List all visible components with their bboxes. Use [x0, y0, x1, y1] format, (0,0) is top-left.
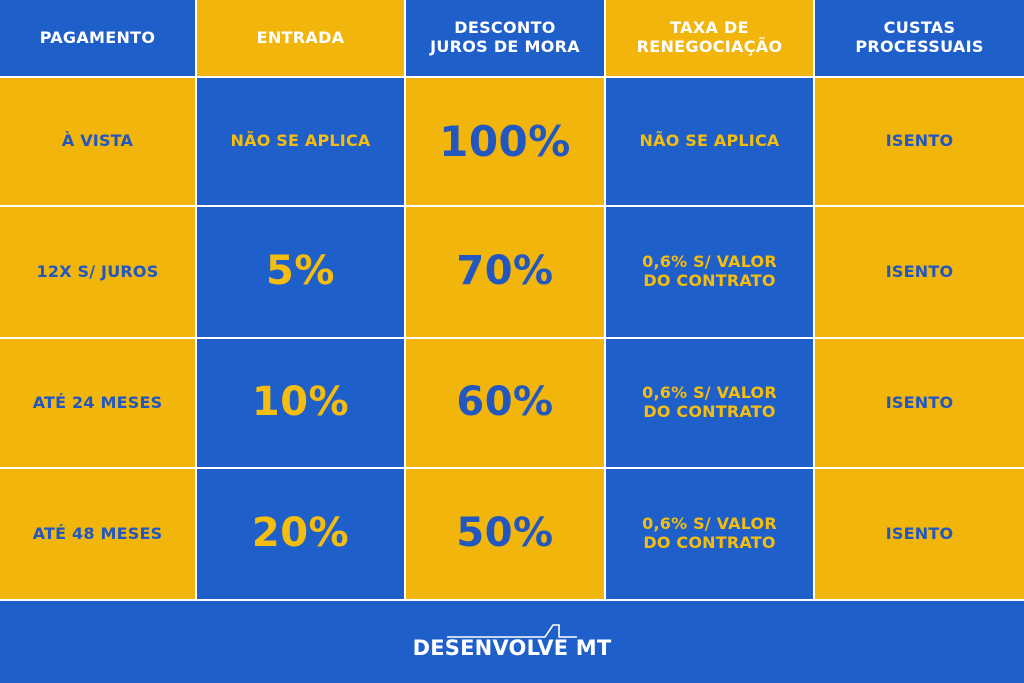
row-1-custas-label: ISENTO: [885, 131, 954, 151]
row-3-taxa-label: 0,6% S/ VALOR DO CONTRATO: [642, 383, 777, 421]
row-1-pagamento: À VISTA: [0, 78, 195, 205]
row-3-desconto: 60%: [404, 339, 604, 467]
row-2-taxa-label: 0,6% S/ VALOR DO CONTRATO: [642, 252, 777, 290]
row-4-pagamento-label: ATÉ 48 MESES: [32, 523, 163, 543]
row-4-custas: ISENTO: [813, 469, 1024, 599]
header-desconto: DESCONTO JUROS DE MORA: [404, 0, 604, 76]
row-1-taxa-label: NÃO SE APLICA: [639, 131, 780, 151]
header-taxa: TAXA DE RENEGOCIAÇÃO: [604, 0, 813, 76]
mountain-line-logo-icon: [447, 624, 577, 638]
header-entrada-label: ENTRADA: [256, 27, 345, 47]
row-1-taxa: NÃO SE APLICA: [604, 78, 813, 205]
row-2-desconto-label: 70%: [456, 248, 554, 295]
row-3-custas-label: ISENTO: [885, 392, 954, 412]
footer-banner: DESENVOLVE MT: [0, 601, 1024, 683]
row-1-custas: ISENTO: [813, 78, 1024, 205]
row-3-pagamento: ATÉ 24 MESES: [0, 339, 195, 467]
row-4-pagamento: ATÉ 48 MESES: [0, 469, 195, 599]
row-4-entrada: 20%: [195, 469, 404, 599]
header-pagamento: PAGAMENTO: [0, 0, 195, 76]
row-1-desconto: 100%: [404, 78, 604, 205]
row-2-desconto: 70%: [404, 207, 604, 337]
row-2-custas: ISENTO: [813, 207, 1024, 337]
row-3-custas: ISENTO: [813, 339, 1024, 467]
header-custas: CUSTAS PROCESSUAIS: [813, 0, 1024, 76]
row-3-entrada-label: 10%: [251, 379, 350, 426]
row-2-custas-label: ISENTO: [885, 261, 954, 281]
row-1-pagamento-label: À VISTA: [61, 131, 134, 151]
row-2-pagamento-label: 12X S/ JUROS: [36, 261, 159, 281]
row-1-entrada-label: NÃO SE APLICA: [230, 131, 371, 151]
row-2-entrada: 5%: [195, 207, 404, 337]
row-4-entrada-label: 20%: [251, 510, 350, 557]
row-2-pagamento: 12X S/ JUROS: [0, 207, 195, 337]
row-4-desconto: 50%: [404, 469, 604, 599]
row-3-desconto-label: 60%: [456, 379, 554, 426]
row-3-taxa: 0,6% S/ VALOR DO CONTRATO: [604, 339, 813, 467]
header-pagamento-label: PAGAMENTO: [39, 27, 156, 47]
logo-text: DESENVOLVE MT: [412, 636, 612, 660]
header-custas-label: CUSTAS PROCESSUAIS: [855, 18, 984, 56]
row-1-desconto-label: 100%: [439, 116, 571, 166]
row-4-taxa-label: 0,6% S/ VALOR DO CONTRATO: [642, 514, 777, 552]
row-4-desconto-label: 50%: [456, 510, 554, 557]
row-2-taxa: 0,6% S/ VALOR DO CONTRATO: [604, 207, 813, 337]
row-1-entrada: NÃO SE APLICA: [195, 78, 404, 205]
header-taxa-label: TAXA DE RENEGOCIAÇÃO: [636, 18, 783, 56]
header-desconto-label: DESCONTO JUROS DE MORA: [430, 18, 580, 56]
row-2-entrada-label: 5%: [266, 248, 335, 295]
row-4-custas-label: ISENTO: [885, 523, 954, 543]
row-3-pagamento-label: ATÉ 24 MESES: [32, 392, 163, 412]
desenvolve-mt-logo: DESENVOLVE MT: [413, 624, 612, 660]
row-3-entrada: 10%: [195, 339, 404, 467]
header-entrada: ENTRADA: [195, 0, 404, 76]
row-4-taxa: 0,6% S/ VALOR DO CONTRATO: [604, 469, 813, 599]
